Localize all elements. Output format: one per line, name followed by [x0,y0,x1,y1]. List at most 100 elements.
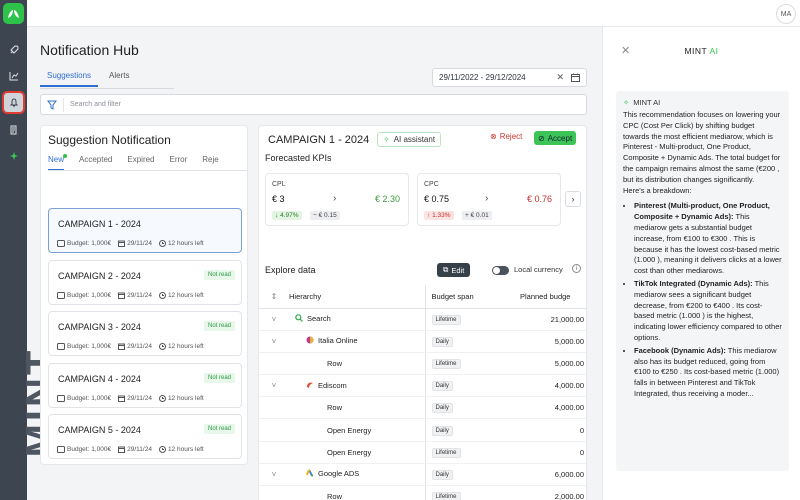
table-row[interactable]: ˅ Search Lifetime 21,000.00 [259,308,586,331]
tab-error[interactable]: Error [169,155,188,164]
tab-suggestions[interactable]: Suggestions [40,71,99,87]
kpi-label: CPL [272,181,286,188]
status-badge: Not read [203,424,235,434]
mint-logo-icon[interactable] [3,3,24,24]
table-row[interactable]: ˅ Ediscom Daily 4,000.00 [259,374,586,398]
campaign-detail: CAMPAIGN 1 - 2024 ✧ AI assistant ⊗ Rejec… [258,125,587,500]
sort-icon[interactable]: ⇕ [259,285,289,309]
kpi-delta-pct: ↑ 1.33% [424,211,454,220]
card-meta: Budget: 1,000€ 29/11/24 12 hours left [57,240,211,247]
kpi-card: CPC € 0.75 › € 0.76 ↑ 1.33% + € 0.01 [417,173,561,226]
info-icon[interactable]: i [572,264,581,273]
date-range-picker[interactable]: 29/11/2022 - 29/12/2024 ✕ [432,68,587,87]
planned-budget-cell: 5,000.00 [520,352,586,376]
suggestion-card[interactable]: CAMPAIGN 2 - 2024 Not read Budget: 1,000€ 2… [48,259,242,305]
tab-rejected[interactable]: Reje [202,155,219,164]
chart-icon[interactable] [4,66,23,85]
table-row[interactable]: Row Lifetime 5,000.00 [259,352,586,376]
table-row[interactable]: ˅ Italia Online Daily 5,000.00 [259,330,586,353]
kpi-next-button[interactable]: › [565,191,581,207]
drawer-title: MINT AI [603,46,800,56]
ai-bullet: TikTok Integrated (Dynamic Ads): This me… [634,279,782,344]
col-budget-span[interactable]: Budget span [424,285,520,309]
table-row[interactable]: Open Energy Lifetime 0 [259,441,586,464]
tab-accepted[interactable]: Accepted [79,155,113,164]
table-row[interactable]: Row Daily 4,000.00 [259,396,586,420]
date-text: 29/11/24 [127,394,152,402]
date-meta: 29/11/24 [118,343,152,350]
date-meta: 29/11/24 [118,292,152,299]
edit-button[interactable]: ⧉ Edit [437,263,471,277]
budget-span-badge: Daily [431,381,453,392]
col-planned-budget[interactable]: Planned budge [520,285,586,309]
ai-assistant-button[interactable]: ✧ AI assistant [377,132,442,147]
tab-new[interactable]: New [48,154,68,171]
budget-meta: Budget: 1,000€ [57,291,111,299]
budget-span-cell: Daily [424,396,520,420]
time-text: 12 hours left [167,343,204,350]
table-row[interactable]: ˅ Google ADS Daily 6,000.00 [259,463,586,487]
col-hierarchy[interactable]: Hierarchy [289,285,425,309]
ai-bullet: Pinterest (Multi-product, One Product, C… [634,201,782,277]
suggestion-card[interactable]: CAMPAIGN 1 - 2024 Budget: 1,000€ 29/11/24 1… [48,208,242,253]
calendar-icon[interactable] [571,73,580,84]
suggestion-card[interactable]: CAMPAIGN 5 - 2024 Not read Budget: 1,000€ 2… [48,414,242,459]
wallet-icon [57,394,65,402]
bell-icon[interactable] [2,91,25,114]
card-meta: Budget: 1,000€ 29/11/24 12 hours left [57,394,211,402]
clock-icon [158,343,166,350]
budget-meta: Budget: 1,000€ [57,446,111,453]
tab-expired[interactable]: Expired [127,155,155,164]
close-icon[interactable]: ✕ [621,45,631,57]
status-badge: Not read [203,321,235,331]
ai-breakdown-text: Here's a breakdown: [623,185,692,195]
kpi-delta-abs: + € 0.01 [462,211,492,220]
tab-alerts[interactable]: Alerts [109,71,130,80]
budget-span-cell: Daily [424,374,520,398]
reject-button[interactable]: ⊗ Reject [490,132,522,141]
search-filter-bar[interactable]: Search and filter [40,94,587,115]
local-currency-toggle[interactable] [492,266,509,275]
explore-data-title: Explore data [265,265,316,275]
card-title: CAMPAIGN 5 - 2024 [58,425,141,435]
budget-meta: Budget: 1,000€ [57,343,111,350]
row-expand-icon[interactable]: ˅ [259,374,289,398]
accept-button[interactable]: ⊘ Accept [534,131,577,145]
row-expand-icon[interactable] [259,441,289,464]
suggestion-panel: Suggestion Notification New Accepted Exp… [40,125,248,465]
date-text: 29/11/24 [127,343,152,350]
clear-icon[interactable]: ✕ [556,72,564,82]
row-expand-icon[interactable] [259,396,289,420]
suggestion-card[interactable]: CAMPAIGN 3 - 2024 Not read Budget: 1,000€ 2… [48,311,242,356]
row-expand-icon[interactable]: ˅ [259,308,289,331]
chevron-right-icon: › [571,194,575,204]
planned-budget-cell: 4,000.00 [520,374,586,398]
row-expand-icon[interactable]: ˅ [259,330,289,353]
row-expand-icon[interactable] [259,418,289,442]
suggestion-title: Suggestion Notification [48,133,171,147]
ai-sparkle-icon: ✧ [623,98,630,107]
wallet-icon [57,343,65,350]
row-expand-icon[interactable]: ˅ [259,463,289,487]
table-row[interactable]: Open Energy Daily 0 [259,418,586,442]
budget-text: Budget: 1,000€ [67,240,112,247]
rocket-icon[interactable] [4,40,23,59]
time-text: 12 hours left [167,446,204,453]
time-meta: 12 hours left [158,291,204,299]
sparkle-icon[interactable] [4,146,23,165]
row-expand-icon[interactable] [259,352,289,376]
row-name: Row [327,492,343,500]
table-row[interactable]: Row Lifetime 2,000.00 [259,485,586,500]
row-expand-icon[interactable] [259,485,289,500]
report-icon[interactable] [4,120,23,139]
planned-budget-cell: 4,000.00 [520,396,586,420]
kpi-delta-abs-value: € 0.15 [318,212,337,219]
suggestion-card[interactable]: CAMPAIGN 4 - 2024 Not read Budget: 1,000€ 2… [48,362,242,408]
hierarchy-table: ⇕ Hierarchy Budget span Planned budge ˅ S… [259,285,586,500]
row-name: Search [307,314,331,324]
row-name: Google ADS [318,469,360,479]
search-input[interactable]: Search and filter [70,101,121,108]
avatar[interactable]: MA [776,4,796,24]
filter-icon[interactable] [47,100,57,112]
hierarchy-cell: Row [289,485,425,500]
